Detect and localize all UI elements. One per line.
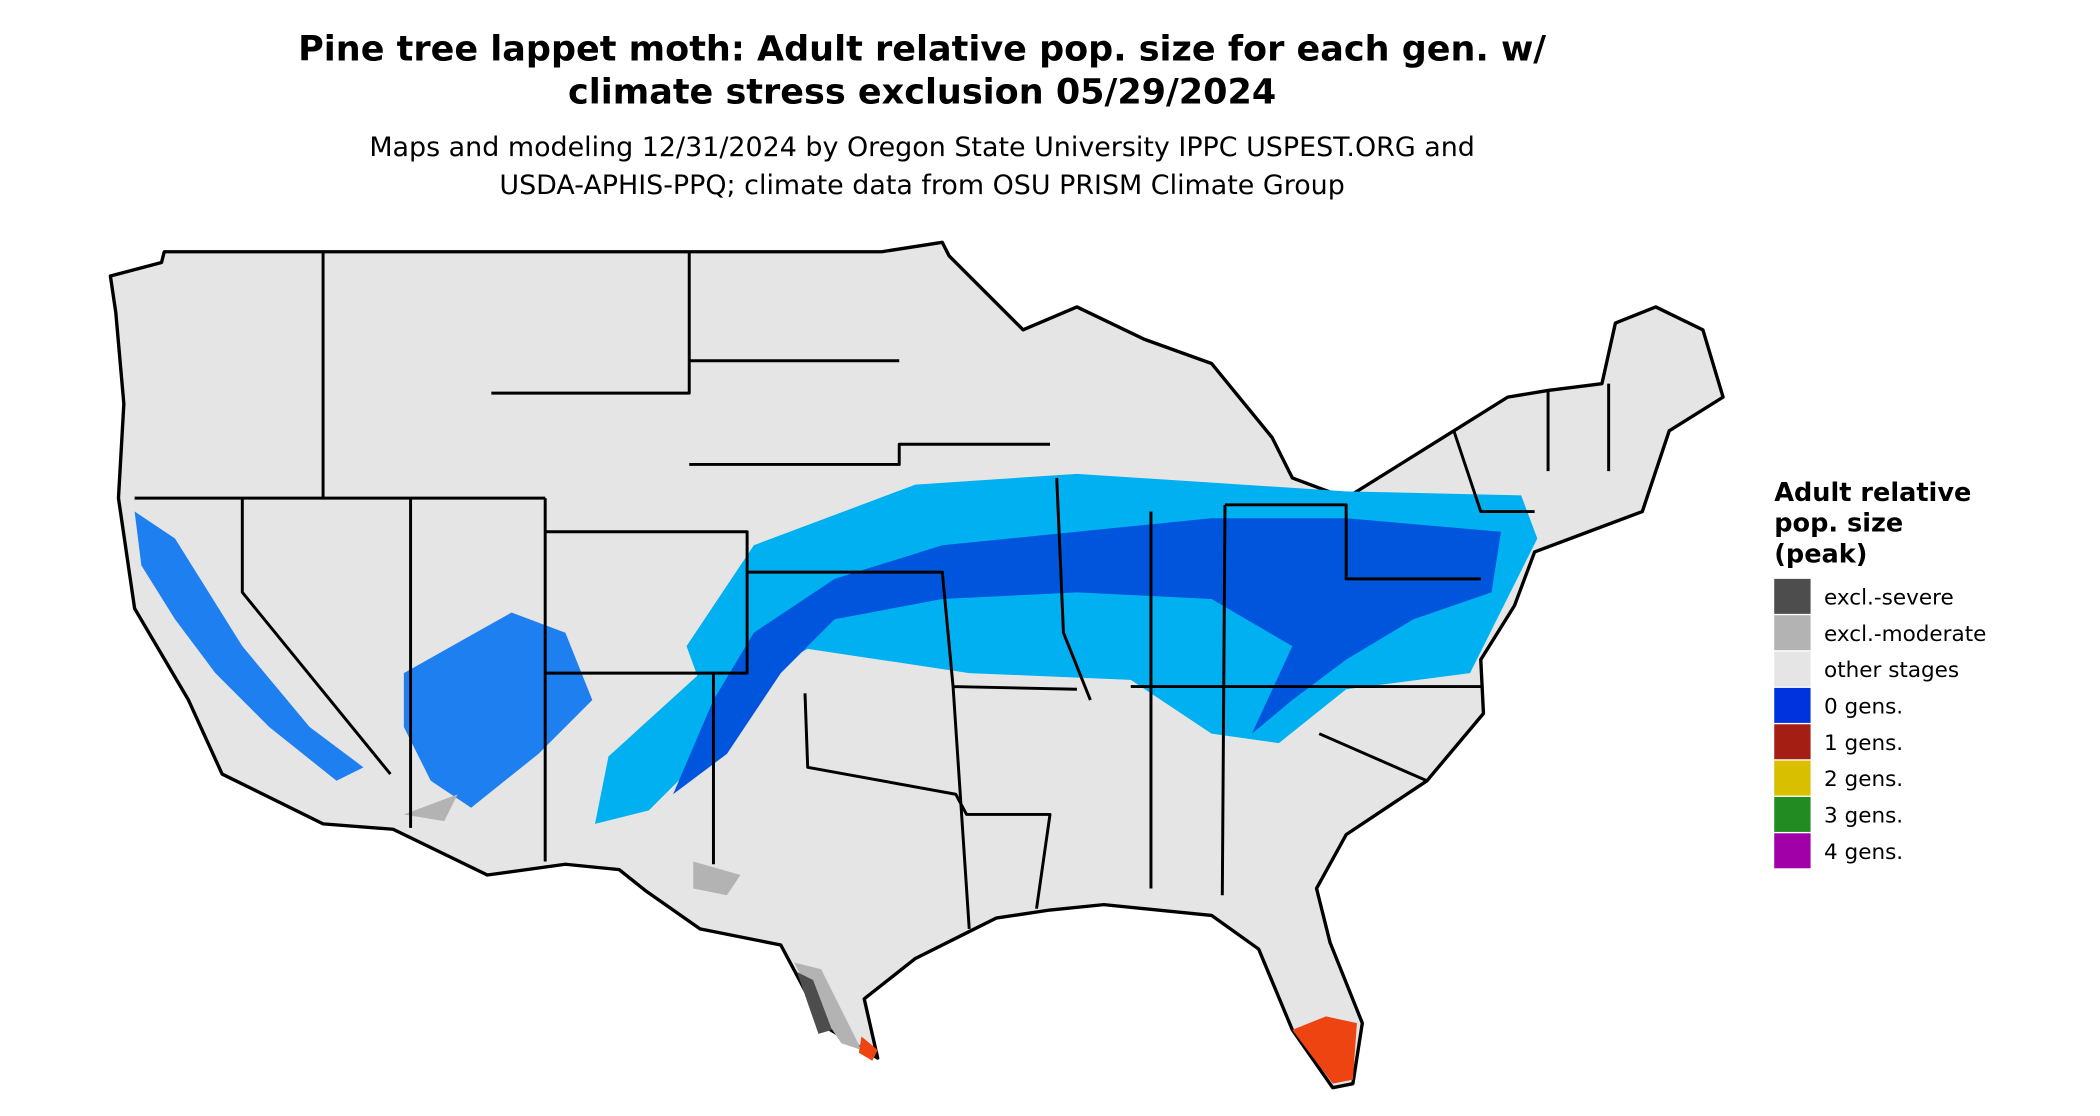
legend-swatch — [1774, 578, 1811, 614]
subtitle-line: Maps and modeling 12/31/2024 by Oregon S… — [369, 132, 1475, 163]
legend-title: pop. size — [1774, 509, 1903, 539]
blue-dark-band — [673, 518, 1501, 795]
legend-label: 0 gens. — [1824, 694, 1903, 719]
legend-swatch — [1774, 687, 1811, 723]
legend-swatch — [1774, 796, 1811, 832]
legend-swatch — [1774, 724, 1811, 760]
us-map — [108, 240, 1725, 1090]
legend-swatch — [1774, 615, 1811, 651]
legend-title: Adult relative — [1774, 478, 1971, 508]
excl-severe-texas — [796, 971, 832, 1034]
legend-label: excl.-moderate — [1824, 622, 1986, 647]
legend-swatch — [1774, 760, 1811, 796]
titles: Pine tree lappet moth: Adult relative po… — [298, 30, 1546, 201]
legend-title: (peak) — [1774, 540, 1867, 570]
state-lines — [134, 251, 1611, 929]
legend-label: 2 gens. — [1824, 767, 1903, 792]
legend-label: 1 gens. — [1824, 731, 1903, 756]
legend-label: other stages — [1824, 658, 1959, 683]
legend-label: excl.-severe — [1824, 585, 1954, 610]
legend-swatch — [1774, 833, 1811, 869]
legend-label: 4 gens. — [1824, 840, 1903, 865]
legend-swatch — [1774, 651, 1811, 687]
title-line: climate stress exclusion 05/29/2024 — [568, 73, 1276, 113]
blue-west — [134, 511, 593, 808]
subtitle-line: USDA-APHIS-PPQ; climate data from OSU PR… — [499, 170, 1344, 201]
title-line: Pine tree lappet moth: Adult relative po… — [298, 30, 1546, 70]
legend-label: 3 gens. — [1824, 804, 1903, 829]
